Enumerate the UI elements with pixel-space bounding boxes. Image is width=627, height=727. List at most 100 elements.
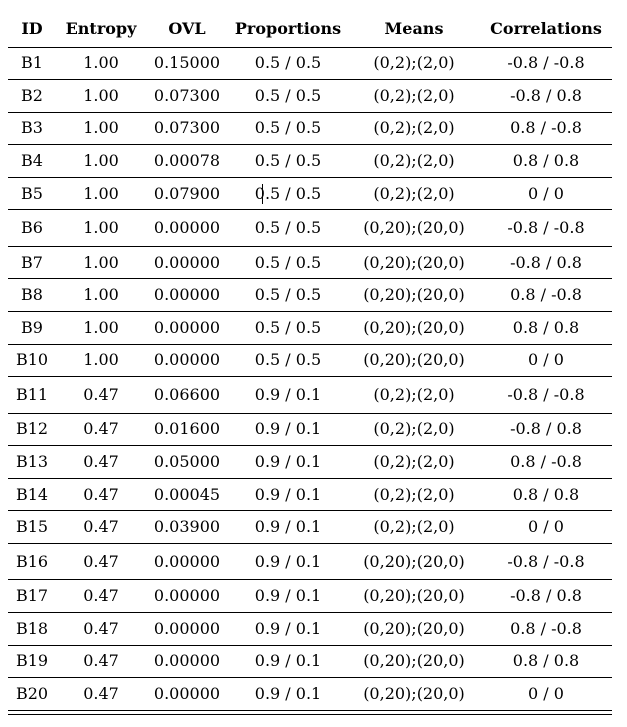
cell-entropy: 0.47	[56, 579, 146, 613]
cell-means: (0,2);(2,0)	[348, 79, 480, 113]
cell-proportions: 0.9 / 0.1	[228, 478, 348, 512]
cell-means: (0,2);(2,0)	[348, 112, 480, 146]
cell-ovl: 0.00000	[146, 311, 228, 345]
cell-id: B18	[8, 612, 56, 646]
table-row: B6 1.00 0.00000 0.5 / 0.5 (0,20);(20,0) -0.8 …	[8, 209, 612, 247]
cell-entropy: 1.00	[56, 278, 146, 313]
cell-means: (0,20);(20,0)	[348, 246, 480, 280]
cell-correlations: -0.8 / 0.8	[480, 413, 612, 447]
cell-id: B2	[8, 79, 56, 113]
cell-proportions: 0.5 / 0.5	[228, 311, 348, 345]
cell-ovl: 0.07300	[146, 79, 228, 113]
cell-means: (0,2);(2,0)	[348, 413, 480, 447]
cell-proportions: 0.9 / 0.1	[228, 376, 348, 414]
cell-means: (0,2);(2,0)	[348, 376, 480, 414]
cell-ovl: 0.00000	[146, 677, 228, 711]
table-row: B9 1.00 0.00000 0.5 / 0.5 (0,20);(20,0) 0.8 /…	[8, 311, 612, 345]
cell-correlations: 0.8 / -0.8	[480, 445, 612, 479]
cell-id: B10	[8, 344, 56, 378]
table-row: B11 0.47 0.06600 0.9 / 0.1 (0,2);(2,0) -0.8 /…	[8, 376, 612, 414]
header-correlations: Correlations	[480, 11, 612, 48]
table-row: B7 1.00 0.00000 0.5 / 0.5 (0,20);(20,0) -0.8 …	[8, 246, 612, 280]
cell-ovl: 0.00000	[146, 612, 228, 646]
cell-entropy: 1.00	[56, 344, 146, 378]
cell-ovl: 0.00000	[146, 278, 228, 313]
table-row: B3 1.00 0.07300 0.5 / 0.5 (0,2);(2,0) 0.8 / -…	[8, 112, 612, 146]
cell-entropy: 0.47	[56, 376, 146, 414]
cell-proportions: 0.9 / 0.1	[228, 677, 348, 711]
cell-entropy: 1.00	[56, 177, 146, 211]
header-entropy: Entropy	[56, 11, 146, 48]
cell-entropy: 1.00	[56, 79, 146, 113]
cell-entropy: 1.00	[56, 47, 146, 81]
cell-proportions: 0.5 / 0.5	[228, 79, 348, 113]
cell-ovl: 0.00078	[146, 144, 228, 178]
cell-id: B19	[8, 645, 56, 679]
table-row: B13 0.47 0.05000 0.9 / 0.1 (0,2);(2,0) 0.8 / …	[8, 445, 612, 479]
cell-correlations: 0 / 0	[480, 177, 612, 211]
header-ovl: OVL	[146, 11, 228, 48]
cell-entropy: 1.00	[56, 112, 146, 146]
cell-proportions: 0.9 / 0.1	[228, 510, 348, 544]
cell-id: B8	[8, 278, 56, 313]
cell-ovl: 0.00000	[146, 246, 228, 280]
cell-proportions: 0.5 / 0.5	[228, 177, 348, 211]
cell-proportions: 0.9 / 0.1	[228, 445, 348, 479]
cell-correlations: -0.8 / 0.8	[480, 579, 612, 613]
table-row: B10 1.00 0.00000 0.5 / 0.5 (0,20);(20,0) 0 / …	[8, 344, 612, 378]
cell-correlations: 0.8 / -0.8	[480, 278, 612, 313]
cell-id: B14	[8, 478, 56, 512]
cell-entropy: 1.00	[56, 209, 146, 247]
cell-means: (0,2);(2,0)	[348, 47, 480, 81]
header-id: ID	[8, 11, 56, 48]
table-row: B1 1.00 0.15000 0.5 / 0.5 (0,2);(2,0) -0.8 / …	[8, 47, 612, 81]
cell-entropy: 1.00	[56, 246, 146, 280]
cell-entropy: 0.47	[56, 510, 146, 544]
cell-proportions: 0.5 / 0.5	[228, 209, 348, 247]
cell-correlations: -0.8 / -0.8	[480, 209, 612, 247]
cell-proportions: 0.9 / 0.1	[228, 612, 348, 646]
cell-means: (0,20);(20,0)	[348, 209, 480, 247]
cell-correlations: 0.8 / 0.8	[480, 311, 612, 345]
table-bottom-rule	[8, 712, 612, 715]
cell-correlations: 0.8 / 0.8	[480, 144, 612, 178]
table-header: ID Entropy OVL Proportions Means Correla…	[8, 11, 612, 48]
cell-proportions: 0.9 / 0.1	[228, 645, 348, 679]
cell-proportions: 0.9 / 0.1	[228, 579, 348, 613]
cell-means: (0,2);(2,0)	[348, 144, 480, 178]
cell-means: (0,20);(20,0)	[348, 278, 480, 313]
cell-id: B12	[8, 413, 56, 447]
table-row: B16 0.47 0.00000 0.9 / 0.1 (0,20);(20,0) -0.8…	[8, 543, 612, 581]
cell-id: B13	[8, 445, 56, 479]
cell-ovl: 0.15000	[146, 47, 228, 81]
cell-means: (0,20);(20,0)	[348, 543, 480, 581]
cell-ovl: 0.00000	[146, 543, 228, 581]
cell-correlations: -0.8 / 0.8	[480, 246, 612, 280]
cell-proportions: 0.5 / 0.5	[228, 112, 348, 146]
cell-id: B5	[8, 177, 56, 211]
table-row: B8 1.00 0.00000 0.5 / 0.5 (0,20);(20,0) 0.8 /…	[8, 278, 612, 313]
cell-entropy: 0.47	[56, 645, 146, 679]
cell-proportions: 0.5 / 0.5	[228, 246, 348, 280]
text-cursor	[262, 184, 263, 204]
cell-id: B20	[8, 677, 56, 711]
table-row: B17 0.47 0.00000 0.9 / 0.1 (0,20);(20,0) -0.8…	[8, 579, 612, 613]
cell-correlations: -0.8 / -0.8	[480, 376, 612, 414]
cell-id: B15	[8, 510, 56, 544]
header-row: ID Entropy OVL Proportions Means Correla…	[8, 11, 612, 48]
cell-entropy: 0.47	[56, 413, 146, 447]
cell-id: B17	[8, 579, 56, 613]
cell-correlations: 0.8 / 0.8	[480, 645, 612, 679]
cell-ovl: 0.00045	[146, 478, 228, 512]
cell-proportions: 0.5 / 0.5	[228, 47, 348, 81]
table-body: B1 1.00 0.15000 0.5 / 0.5 (0,2);(2,0) -0.8 / …	[8, 47, 612, 711]
cell-entropy: 1.00	[56, 311, 146, 345]
cell-means: (0,2);(2,0)	[348, 445, 480, 479]
data-table-container: ID Entropy OVL Proportions Means Correla…	[8, 11, 612, 715]
cell-proportions: 0.5 / 0.5	[228, 344, 348, 378]
cell-ovl: 0.05000	[146, 445, 228, 479]
cell-means: (0,2);(2,0)	[348, 510, 480, 544]
table-row: B18 0.47 0.00000 0.9 / 0.1 (0,20);(20,0) 0.8 …	[8, 612, 612, 646]
table-row: B19 0.47 0.00000 0.9 / 0.1 (0,20);(20,0) 0.8 …	[8, 645, 612, 679]
cell-entropy: 0.47	[56, 478, 146, 512]
